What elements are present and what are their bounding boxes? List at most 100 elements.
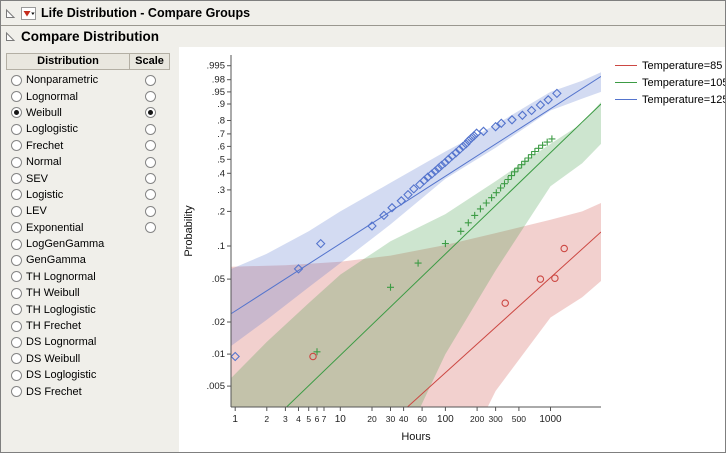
distribution-radio-sev[interactable] bbox=[10, 173, 22, 185]
distribution-radio-th-frechet[interactable] bbox=[10, 320, 22, 332]
data-point[interactable] bbox=[528, 151, 536, 159]
data-point[interactable] bbox=[461, 139, 471, 149]
distribution-radio-loggengamma[interactable] bbox=[10, 238, 22, 250]
distribution-radio-th-lognormal[interactable] bbox=[10, 271, 22, 283]
scale-radio-weibull[interactable] bbox=[144, 107, 156, 119]
data-point[interactable] bbox=[501, 299, 509, 307]
data-point[interactable] bbox=[543, 95, 553, 105]
data-point[interactable] bbox=[551, 274, 559, 282]
data-point[interactable] bbox=[436, 160, 447, 171]
data-point[interactable] bbox=[504, 176, 512, 183]
data-point[interactable] bbox=[521, 157, 529, 165]
data-point[interactable] bbox=[403, 189, 413, 200]
scale-radio-nonparametric[interactable] bbox=[144, 74, 156, 86]
data-point[interactable] bbox=[414, 259, 422, 267]
data-point[interactable] bbox=[387, 283, 394, 291]
data-point[interactable] bbox=[426, 169, 437, 179]
distribution-radio-normal[interactable] bbox=[10, 156, 22, 168]
data-point[interactable] bbox=[464, 219, 472, 227]
distribution-radio-logistic[interactable] bbox=[10, 189, 22, 201]
data-point[interactable] bbox=[552, 88, 562, 99]
scale-radio-loglogistic[interactable] bbox=[144, 123, 156, 135]
distribution-radio-nonparametric[interactable] bbox=[10, 74, 22, 86]
data-point[interactable] bbox=[508, 172, 515, 180]
data-point[interactable] bbox=[535, 100, 546, 110]
data-point[interactable] bbox=[535, 144, 543, 152]
data-point[interactable] bbox=[315, 238, 326, 249]
distribution-radio-loglogistic[interactable] bbox=[10, 123, 22, 135]
data-point[interactable] bbox=[488, 194, 496, 202]
data-point[interactable] bbox=[396, 196, 407, 206]
data-point[interactable] bbox=[454, 144, 465, 155]
distribution-radio-gengamma[interactable] bbox=[10, 254, 22, 266]
red-triangle-menu-icon[interactable] bbox=[21, 6, 36, 20]
data-point[interactable] bbox=[440, 157, 450, 168]
distribution-radio-exponential[interactable] bbox=[10, 222, 22, 234]
legend-item: Temperature=125 bbox=[615, 91, 725, 108]
data-point[interactable] bbox=[490, 121, 501, 132]
data-point[interactable] bbox=[560, 244, 568, 253]
data-point[interactable] bbox=[463, 136, 474, 146]
disclosure-triangle-icon[interactable] bbox=[5, 8, 16, 19]
data-point[interactable] bbox=[466, 133, 476, 144]
distribution-radio-frechet[interactable] bbox=[10, 140, 22, 152]
data-point[interactable] bbox=[469, 131, 479, 141]
data-point[interactable] bbox=[511, 168, 519, 176]
scale-radio-lev[interactable] bbox=[144, 205, 156, 217]
data-point[interactable] bbox=[387, 202, 397, 213]
data-point[interactable] bbox=[548, 135, 556, 143]
data-point[interactable] bbox=[313, 348, 321, 356]
scale-radio-sev[interactable] bbox=[144, 173, 156, 185]
disclosure-triangle-icon[interactable] bbox=[5, 31, 16, 42]
data-point[interactable] bbox=[409, 184, 419, 194]
data-point[interactable] bbox=[433, 163, 444, 173]
scale-radio-frechet[interactable] bbox=[144, 140, 156, 152]
scale-radio-normal[interactable] bbox=[144, 156, 156, 168]
data-point[interactable] bbox=[379, 210, 389, 221]
data-point[interactable] bbox=[293, 264, 304, 274]
data-point[interactable] bbox=[497, 184, 505, 192]
data-point[interactable] bbox=[419, 175, 430, 186]
distribution-radio-ds-lognormal[interactable] bbox=[10, 336, 22, 348]
data-point[interactable] bbox=[231, 351, 240, 362]
data-point[interactable] bbox=[443, 154, 454, 165]
data-point[interactable] bbox=[536, 275, 545, 283]
data-point[interactable] bbox=[478, 126, 489, 137]
distribution-radio-ds-frechet[interactable] bbox=[10, 386, 22, 398]
data-point[interactable] bbox=[543, 138, 551, 146]
data-point[interactable] bbox=[517, 110, 528, 121]
data-point[interactable] bbox=[526, 105, 537, 116]
data-point[interactable] bbox=[501, 180, 508, 188]
data-point[interactable] bbox=[309, 352, 317, 361]
data-point[interactable] bbox=[367, 221, 377, 231]
data-point[interactable] bbox=[471, 128, 482, 138]
scale-radio-exponential[interactable] bbox=[144, 222, 156, 234]
data-point[interactable] bbox=[476, 205, 484, 213]
data-point[interactable] bbox=[451, 148, 461, 158]
distribution-radio-ds-weibull[interactable] bbox=[10, 353, 22, 365]
data-point[interactable] bbox=[430, 166, 440, 176]
data-point[interactable] bbox=[458, 141, 468, 152]
data-point[interactable] bbox=[507, 115, 517, 125]
scale-radio-lognormal[interactable] bbox=[144, 91, 156, 103]
distribution-radio-weibull[interactable] bbox=[10, 107, 22, 119]
distribution-radio-th-loglogistic[interactable] bbox=[10, 304, 22, 316]
data-point[interactable] bbox=[524, 154, 532, 162]
data-point[interactable] bbox=[492, 189, 500, 197]
distribution-radio-th-weibull[interactable] bbox=[10, 287, 22, 299]
data-point[interactable] bbox=[423, 172, 433, 182]
data-point[interactable] bbox=[447, 151, 457, 161]
data-point[interactable] bbox=[514, 164, 522, 172]
distribution-radio-ds-loglogistic[interactable] bbox=[10, 369, 22, 381]
data-point[interactable] bbox=[496, 118, 507, 129]
data-point[interactable] bbox=[457, 227, 465, 235]
distribution-radio-lev[interactable] bbox=[10, 205, 22, 217]
data-point[interactable] bbox=[531, 148, 539, 155]
data-point[interactable] bbox=[471, 211, 479, 219]
data-point[interactable] bbox=[518, 161, 526, 169]
scale-radio-logistic[interactable] bbox=[144, 189, 156, 201]
data-point[interactable] bbox=[539, 141, 547, 149]
data-point[interactable] bbox=[482, 199, 490, 207]
distribution-radio-lognormal[interactable] bbox=[10, 91, 22, 103]
data-point[interactable] bbox=[441, 240, 449, 248]
